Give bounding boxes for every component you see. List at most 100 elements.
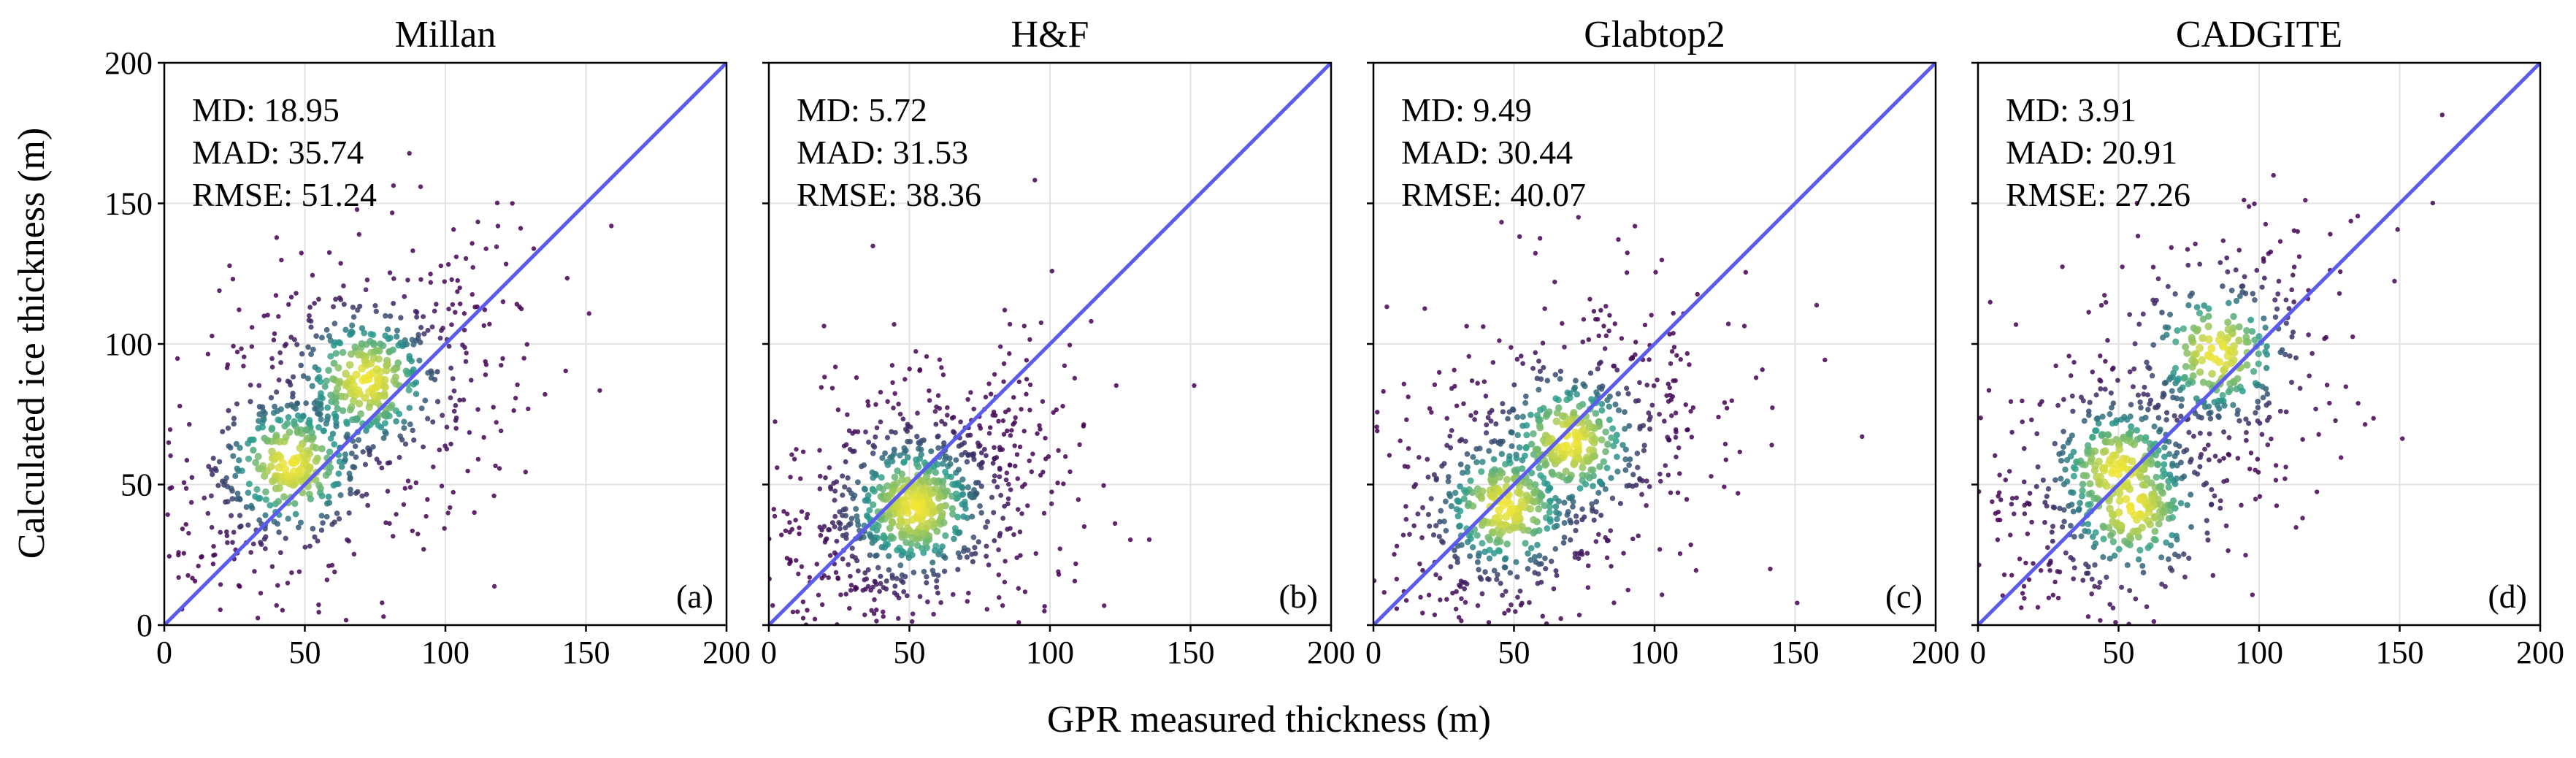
data-point (453, 310, 458, 315)
x-tick-label: 200 (2516, 635, 2564, 670)
panel-label: (c) (1885, 578, 1923, 615)
data-point (1626, 462, 1633, 468)
data-point (354, 207, 360, 213)
data-point (800, 599, 806, 605)
data-point (2161, 453, 2168, 460)
data-point (2230, 313, 2237, 321)
data-point (1049, 489, 1054, 494)
data-point (365, 370, 375, 380)
data-point (1543, 566, 1549, 572)
data-point (2082, 472, 2090, 480)
data-point (237, 513, 243, 518)
data-point (2348, 218, 2353, 223)
data-point (346, 510, 352, 516)
data-point (955, 567, 961, 573)
data-point (1584, 472, 1591, 480)
data-point (1449, 386, 1454, 391)
data-point (832, 524, 837, 529)
data-point (870, 488, 878, 495)
data-point (2337, 269, 2343, 275)
data-point (2071, 576, 2077, 582)
data-point (1374, 424, 1379, 429)
data-point (597, 388, 602, 393)
data-point (2144, 359, 2150, 365)
data-point (2265, 442, 2271, 448)
data-point (1598, 307, 1603, 313)
data-point (394, 327, 400, 334)
data-point (463, 359, 469, 364)
data-point (837, 521, 843, 527)
data-point (1473, 532, 1481, 539)
data-point (2243, 429, 2249, 435)
data-point (1544, 525, 1551, 532)
data-point (2053, 363, 2058, 369)
data-point (2144, 604, 2150, 610)
data-point (1511, 513, 1519, 522)
data-point (275, 484, 283, 492)
data-point (905, 526, 913, 535)
data-point (872, 470, 879, 478)
data-point (867, 533, 874, 540)
data-point (276, 377, 282, 383)
data-point (2182, 574, 2188, 580)
data-point (978, 510, 984, 516)
data-point (483, 359, 488, 364)
data-point (393, 418, 399, 425)
data-point (226, 407, 231, 413)
data-point (2196, 368, 2204, 376)
data-point (843, 506, 848, 512)
data-point (2133, 596, 2139, 602)
data-point (1614, 453, 1620, 460)
data-point (795, 609, 800, 614)
data-point (2161, 461, 2168, 468)
data-point (1445, 478, 1452, 485)
data-point (308, 351, 314, 358)
data-point (305, 344, 311, 350)
data-point (1576, 485, 1584, 492)
data-point (1544, 437, 1553, 445)
data-point (1073, 561, 1078, 567)
data-point (910, 611, 916, 616)
data-point (2219, 391, 2226, 399)
data-point (1462, 586, 1468, 592)
data-point (261, 416, 267, 423)
data-point (277, 350, 283, 356)
data-point (1570, 408, 1578, 417)
data-point (1558, 616, 1563, 621)
data-point (891, 473, 899, 481)
data-point (942, 554, 948, 561)
data-point (1553, 509, 1560, 516)
data-point (1430, 532, 1437, 538)
data-point (900, 531, 908, 539)
data-point (334, 405, 341, 413)
data-point (2050, 524, 2056, 529)
data-point (916, 445, 922, 452)
data-point (1644, 382, 1650, 388)
data-point (1602, 346, 1608, 351)
data-point (1467, 477, 1474, 484)
data-point (962, 501, 968, 508)
data-point (990, 460, 996, 466)
data-point (960, 548, 967, 554)
data-point (2180, 325, 2188, 332)
data-point (2098, 302, 2104, 308)
data-point (2172, 291, 2178, 297)
data-point (1537, 472, 1544, 479)
data-point (292, 405, 299, 412)
data-point (2080, 398, 2086, 404)
data-point (1530, 498, 1538, 506)
data-point (1519, 422, 1526, 429)
data-point (1572, 551, 1578, 556)
data-point (2350, 334, 2355, 340)
data-point (1002, 307, 1008, 313)
data-point (2151, 527, 2159, 535)
data-point (1007, 351, 1012, 356)
data-point (2205, 305, 2212, 313)
data-point (1037, 423, 1042, 428)
data-point (357, 303, 363, 310)
data-point (1420, 567, 1425, 573)
data-point (2220, 283, 2226, 289)
data-point (308, 318, 314, 324)
data-point (1536, 359, 1541, 364)
x-tick-label: 50 (1498, 635, 1530, 670)
